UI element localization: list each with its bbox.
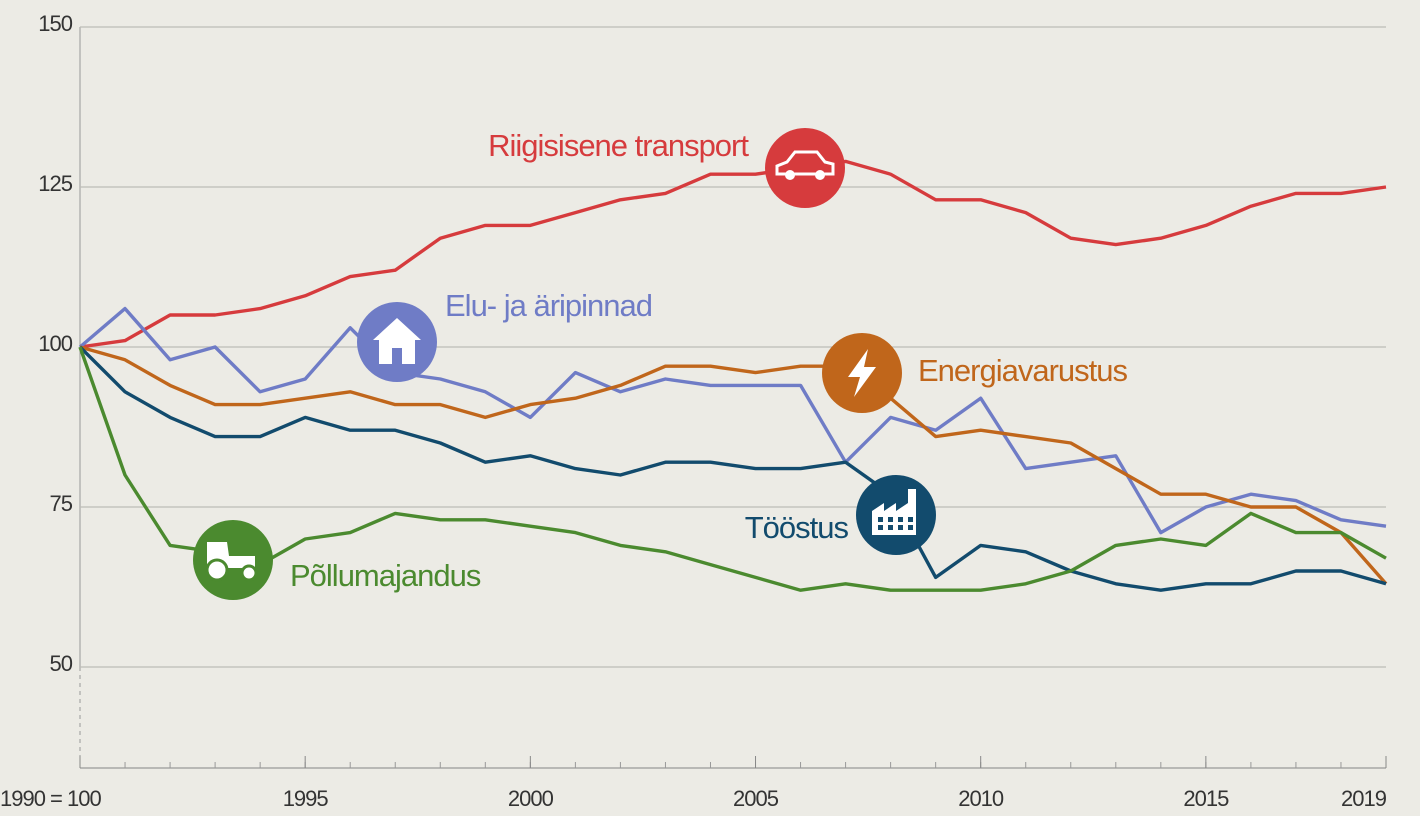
icon-shape (898, 525, 903, 530)
icon-shape (373, 318, 421, 364)
x-tick-label: 2015 (1183, 786, 1229, 811)
x-tick-label: 1990 = 100 (0, 786, 101, 811)
icon-shape (908, 517, 913, 522)
icon-shape (878, 525, 883, 530)
icon-shape (848, 349, 876, 397)
icon (872, 489, 916, 535)
y-tick-label: 150 (38, 11, 72, 36)
series-label: Energiavarustus (918, 353, 1128, 388)
icon-shape (785, 170, 795, 180)
icon (205, 542, 258, 582)
y-tick-label: 75 (50, 491, 73, 516)
series-label: Tööstus (745, 510, 849, 545)
y-tick-label: 100 (38, 331, 72, 356)
icon-shape (775, 150, 835, 176)
icon-shape (898, 517, 903, 522)
series-line (78, 345, 1387, 592)
x-tick-label: 2005 (733, 786, 779, 811)
icon-shape (872, 489, 916, 535)
icon-shape (240, 564, 258, 582)
icon-shape (815, 170, 825, 180)
icon-shape (888, 525, 893, 530)
icon-circle (765, 128, 845, 208)
y-tick-label: 50 (50, 651, 73, 676)
icon (373, 318, 421, 364)
icon (848, 349, 876, 397)
icon-shape (878, 517, 883, 522)
series-label: Elu- ja äripinnad (445, 288, 652, 323)
series-line (78, 306, 1387, 535)
icon (775, 150, 835, 180)
series-label: Põllumajandus (290, 558, 481, 593)
series-line (79, 159, 1387, 349)
x-tick-label: 1995 (283, 786, 329, 811)
x-tick-label: 2010 (958, 786, 1004, 811)
icon-shape (908, 525, 913, 530)
series-line (79, 345, 1388, 585)
x-tick-label: 2019 (1341, 786, 1387, 811)
icon-shape (888, 517, 893, 522)
series-line (78, 346, 1387, 592)
series-label: Riigisisene transport (488, 128, 749, 163)
y-tick-label: 125 (38, 171, 72, 196)
x-tick-label: 2000 (508, 786, 554, 811)
icon-shape (205, 558, 229, 582)
